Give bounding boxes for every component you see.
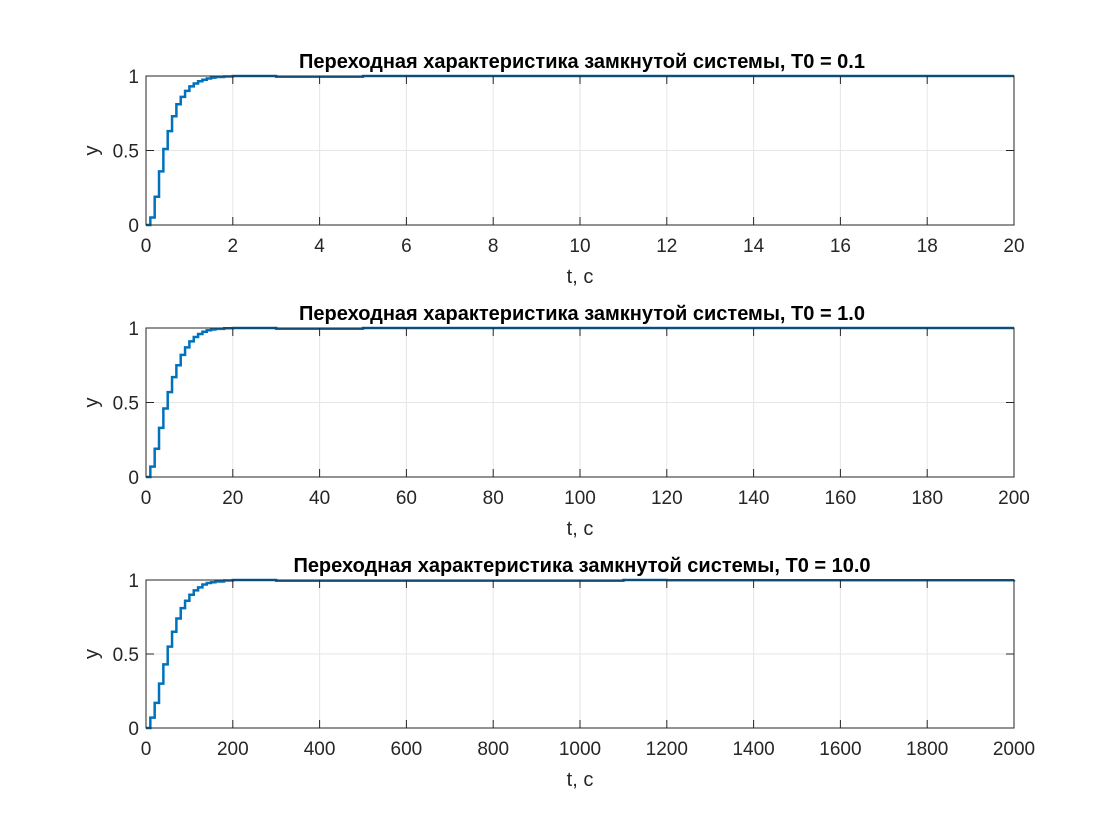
x-tick-label: 40: [309, 488, 330, 509]
y-axis-label: y: [81, 398, 103, 408]
x-tick-label: 2: [228, 236, 239, 257]
x-tick-label: 16: [830, 236, 851, 257]
x-tick-label: 100: [564, 488, 596, 509]
y-tick-label: 0: [128, 216, 139, 237]
y-tick-label: 0: [128, 719, 139, 740]
x-tick-label: 80: [483, 488, 504, 509]
chart-title: Переходная характеристика замкнутой сист…: [299, 51, 865, 73]
x-tick-label: 1600: [819, 739, 861, 760]
x-tick-label: 1000: [559, 739, 601, 760]
x-tick-label: 0: [141, 236, 152, 257]
x-tick-label: 60: [396, 488, 417, 509]
y-tick-label: 1: [128, 319, 139, 340]
x-tick-label: 12: [656, 236, 677, 257]
x-axis-label: t, c: [567, 266, 594, 288]
y-axis-label: y: [81, 146, 103, 156]
y-tick-label: 0.5: [113, 142, 139, 163]
x-tick-label: 4: [314, 236, 325, 257]
x-tick-label: 180: [911, 488, 943, 509]
x-tick-label: 18: [917, 236, 938, 257]
x-tick-label: 0: [141, 488, 152, 509]
x-tick-label: 10: [569, 236, 590, 257]
x-tick-label: 200: [998, 488, 1030, 509]
y-tick-label: 0.5: [113, 394, 139, 415]
y-tick-label: 1: [128, 571, 139, 592]
x-tick-label: 8: [488, 236, 499, 257]
x-tick-label: 6: [401, 236, 412, 257]
chart-panel-2: 0 20 40 60 80 100 120 140 160 180 200 0 0.5 1 Переходн…: [81, 303, 1030, 540]
x-tick-label: 140: [738, 488, 770, 509]
chart-panel-3: 0 200 400 600 800 1000 1200 1400 1600 1800 2000 0 0.…: [81, 555, 1035, 791]
x-tick-label: 200: [217, 739, 249, 760]
x-axis-label: t, c: [567, 518, 594, 540]
x-tick-label: 160: [825, 488, 857, 509]
x-tick-label: 0: [141, 739, 152, 760]
y-tick-label: 0.5: [113, 645, 139, 666]
chart-title: Переходная характеристика замкнутой сист…: [293, 555, 870, 577]
x-tick-label: 800: [477, 739, 509, 760]
x-tick-label: 20: [1003, 236, 1024, 257]
x-tick-label: 1800: [906, 739, 948, 760]
y-tick-label: 0: [128, 468, 139, 489]
chart-title: Переходная характеристика замкнутой сист…: [299, 303, 865, 325]
x-tick-label: 1400: [732, 739, 774, 760]
x-tick-label: 2000: [993, 739, 1035, 760]
y-axis-label: y: [81, 649, 103, 659]
chart-panel-1: 0 2 4 6 8 10 12 14 16 18 20 0 0.5 1 Переходная характе…: [81, 51, 1025, 288]
x-tick-label: 120: [651, 488, 683, 509]
x-tick-label: 14: [743, 236, 765, 257]
x-tick-label: 1200: [646, 739, 688, 760]
x-tick-label: 600: [391, 739, 423, 760]
x-tick-label: 20: [222, 488, 243, 509]
x-axis-label: t, c: [567, 769, 594, 791]
x-tick-label: 400: [304, 739, 336, 760]
y-tick-label: 1: [128, 67, 139, 88]
